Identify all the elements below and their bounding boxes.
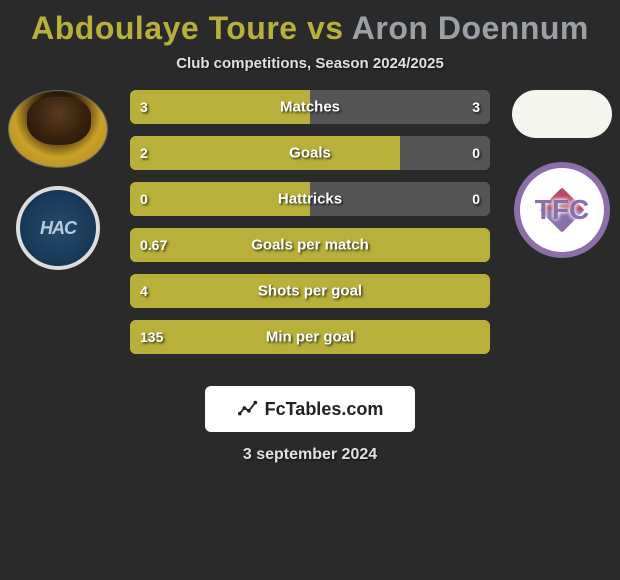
stat-label: Goals per match xyxy=(251,237,369,254)
stat-label: Shots per goal xyxy=(258,283,362,300)
stat-row: 4 Shots per goal xyxy=(130,274,490,308)
stat-label: Matches xyxy=(280,99,340,116)
brand-text: FcTables.com xyxy=(265,399,384,420)
stat-label: Goals xyxy=(289,145,331,162)
stat-value-right: 0 xyxy=(472,191,480,207)
stat-row: 135 Min per goal xyxy=(130,320,490,354)
date-text: 3 september 2024 xyxy=(0,446,620,464)
stat-value-left: 0.67 xyxy=(140,237,167,253)
stat-row: 0 0 Hattricks xyxy=(130,182,490,216)
stat-value-left: 0 xyxy=(140,191,148,207)
title-player1: Abdoulaye Toure xyxy=(31,10,297,46)
player1-club-code: HAC xyxy=(40,218,76,239)
stats-bars: 3 3 Matches 2 0 Goals 0 0 Hattricks 0.67 Goals per… xyxy=(130,90,490,366)
stat-label: Hattricks xyxy=(278,191,342,208)
content-area: HAC TFC 3 3 Matches 2 0 Goals 0 0 Hattricks 0.67 G… xyxy=(0,90,620,380)
stat-bar-left xyxy=(130,136,400,170)
player2-club-badge: TFC xyxy=(514,162,610,258)
brand-footer: FcTables.com xyxy=(205,386,415,432)
stat-label: Min per goal xyxy=(266,329,354,346)
chart-icon xyxy=(237,398,259,420)
comparison-infographic: Abdoulaye Toure vs Aron Doennum Club com… xyxy=(0,0,620,580)
left-column: HAC xyxy=(8,90,108,270)
right-column: TFC xyxy=(512,90,612,258)
stat-value-left: 2 xyxy=(140,145,148,161)
stat-value-right: 3 xyxy=(472,99,480,115)
player2-club-code: TFC xyxy=(535,194,589,226)
stat-value-left: 135 xyxy=(140,329,163,345)
stat-row: 3 3 Matches xyxy=(130,90,490,124)
stat-row: 2 0 Goals xyxy=(130,136,490,170)
title-player2: Aron Doennum xyxy=(352,10,589,46)
stat-value-right: 0 xyxy=(472,145,480,161)
player1-club-badge: HAC xyxy=(16,186,100,270)
player2-photo xyxy=(512,90,612,138)
subtitle: Club competitions, Season 2024/2025 xyxy=(0,55,620,72)
stat-value-left: 3 xyxy=(140,99,148,115)
player1-photo xyxy=(8,90,108,168)
title-vs: vs xyxy=(298,10,352,46)
stat-value-left: 4 xyxy=(140,283,148,299)
stat-row: 0.67 Goals per match xyxy=(130,228,490,262)
page-title: Abdoulaye Toure vs Aron Doennum xyxy=(0,10,620,47)
